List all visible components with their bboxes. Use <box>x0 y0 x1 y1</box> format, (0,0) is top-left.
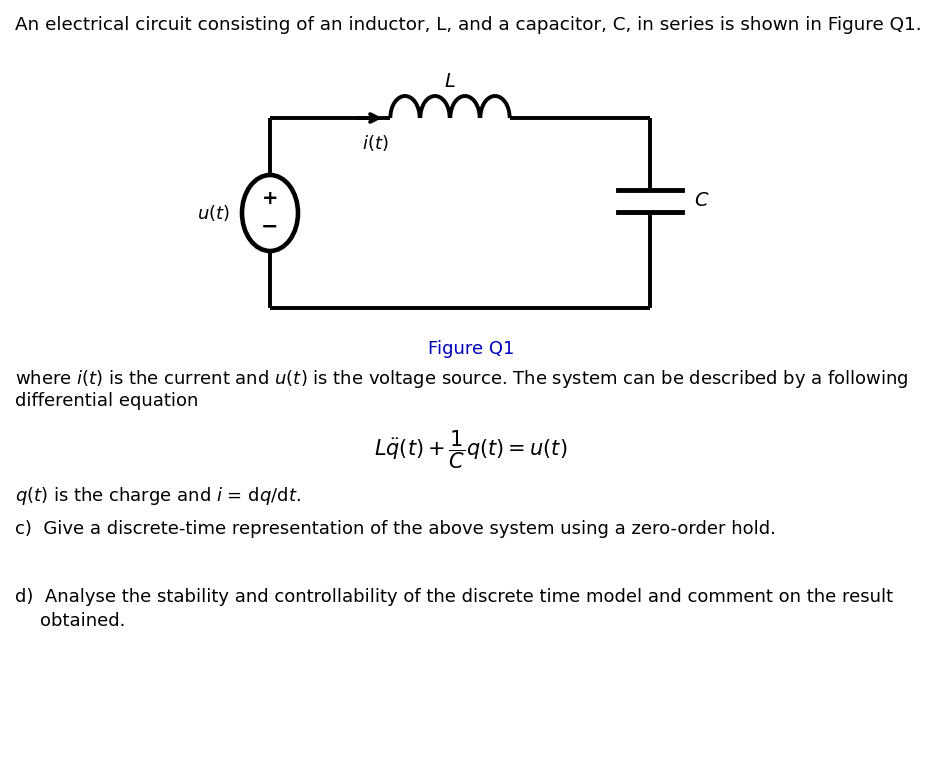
Text: $u(t)$: $u(t)$ <box>197 203 230 223</box>
Text: d)  Analyse the stability and controllability of the discrete time model and com: d) Analyse the stability and controllabi… <box>15 588 893 606</box>
Text: c)  Give a discrete-time representation of the above system using a zero-order h: c) Give a discrete-time representation o… <box>15 520 776 538</box>
Text: Figure Q1: Figure Q1 <box>428 340 514 358</box>
Text: $q(t)$ is the charge and $i$ = d$q$/d$t$.: $q(t)$ is the charge and $i$ = d$q$/d$t$… <box>15 485 300 507</box>
Text: −: − <box>261 217 279 237</box>
Text: +: + <box>262 190 278 208</box>
Text: $i(t)$: $i(t)$ <box>362 133 388 153</box>
Text: differential equation: differential equation <box>15 392 199 410</box>
Text: obtained.: obtained. <box>40 612 125 630</box>
Text: $L\ddot{q}(t) + \dfrac{1}{C}q(t) = u(t)$: $L\ddot{q}(t) + \dfrac{1}{C}q(t) = u(t)$ <box>374 428 568 471</box>
Text: An electrical circuit consisting of an inductor, L, and a capacitor, C, in serie: An electrical circuit consisting of an i… <box>15 16 921 34</box>
Text: where $i(t)$ is the current and $u(t)$ is the voltage source. The system can be : where $i(t)$ is the current and $u(t)$ i… <box>15 368 909 390</box>
Text: $C$: $C$ <box>694 191 709 210</box>
Text: $L$: $L$ <box>445 72 456 91</box>
